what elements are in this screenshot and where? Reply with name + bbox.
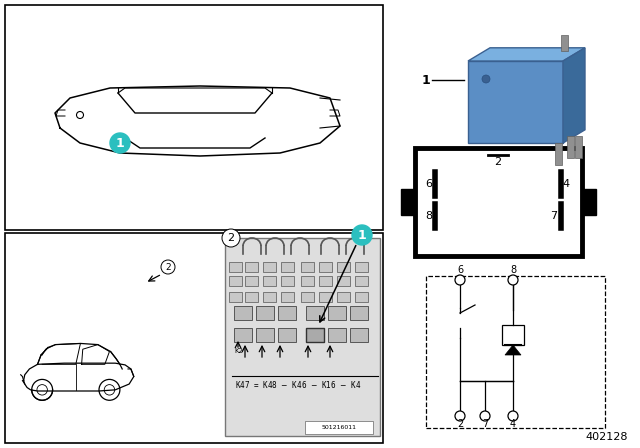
Bar [328, 328, 346, 342]
Bar [256, 306, 274, 320]
Text: 4: 4 [510, 419, 516, 429]
Text: K2: K2 [234, 348, 243, 354]
Circle shape [508, 275, 518, 285]
Bar [234, 306, 252, 320]
Bar [245, 292, 258, 302]
Bar [278, 328, 296, 342]
Bar [337, 292, 350, 302]
Bar [229, 292, 242, 302]
Bar [502, 325, 524, 345]
Bar [229, 276, 242, 286]
Bar [301, 292, 314, 302]
Bar [245, 262, 258, 272]
Text: 7: 7 [550, 211, 557, 221]
Bar [281, 292, 294, 302]
Text: 1: 1 [421, 73, 430, 86]
Bar [5, 5, 383, 230]
Bar [256, 328, 274, 342]
Bar [350, 306, 368, 320]
Bar [319, 292, 332, 302]
Text: 7: 7 [482, 419, 488, 429]
Bar [328, 306, 346, 320]
Bar [426, 276, 605, 428]
Bar [567, 136, 574, 158]
Bar [306, 328, 324, 342]
Polygon shape [468, 61, 563, 143]
Bar [337, 276, 350, 286]
Bar [234, 328, 252, 342]
Bar [337, 262, 350, 272]
Circle shape [455, 411, 465, 421]
Bar [319, 262, 332, 272]
Bar [5, 233, 383, 443]
Text: 2: 2 [457, 419, 463, 429]
Bar [306, 328, 324, 342]
Bar [415, 148, 582, 256]
Text: 2: 2 [227, 233, 235, 243]
Circle shape [455, 275, 465, 285]
Text: 501216011: 501216011 [321, 425, 356, 430]
Bar [263, 262, 276, 272]
Text: 8: 8 [510, 265, 516, 275]
Text: 6: 6 [457, 265, 463, 275]
Polygon shape [468, 48, 585, 61]
Circle shape [161, 260, 175, 274]
Bar [229, 262, 242, 272]
Bar [263, 276, 276, 286]
Bar [301, 276, 314, 286]
Bar [301, 262, 314, 272]
Circle shape [482, 75, 490, 83]
Bar [306, 306, 324, 320]
Bar [355, 292, 368, 302]
Bar [305, 421, 373, 434]
Polygon shape [505, 345, 521, 355]
Bar [350, 328, 368, 342]
Text: K47 = K48 $-$ K46 $-$ K16 $-$ K4: K47 = K48 $-$ K46 $-$ K16 $-$ K4 [235, 379, 361, 389]
Bar [263, 292, 276, 302]
Circle shape [480, 411, 490, 421]
Text: 2: 2 [165, 263, 171, 271]
Text: 1: 1 [116, 137, 124, 150]
Text: 402128: 402128 [586, 432, 628, 442]
Polygon shape [563, 48, 585, 143]
Bar [225, 238, 380, 436]
Circle shape [352, 225, 372, 245]
Bar [355, 276, 368, 286]
Circle shape [110, 133, 130, 153]
Bar [281, 276, 294, 286]
Text: 8: 8 [426, 211, 433, 221]
Circle shape [222, 229, 240, 247]
Bar [561, 35, 568, 51]
Text: 4: 4 [563, 179, 570, 189]
Circle shape [508, 411, 518, 421]
Bar [355, 262, 368, 272]
Bar [555, 143, 562, 165]
Bar [245, 276, 258, 286]
Bar [281, 262, 294, 272]
Bar [582, 189, 596, 215]
Bar [401, 189, 415, 215]
Bar [319, 276, 332, 286]
Text: 1: 1 [358, 228, 366, 241]
Text: 6: 6 [426, 179, 433, 189]
Bar [278, 306, 296, 320]
Text: 2: 2 [495, 157, 502, 167]
Bar [575, 136, 582, 158]
